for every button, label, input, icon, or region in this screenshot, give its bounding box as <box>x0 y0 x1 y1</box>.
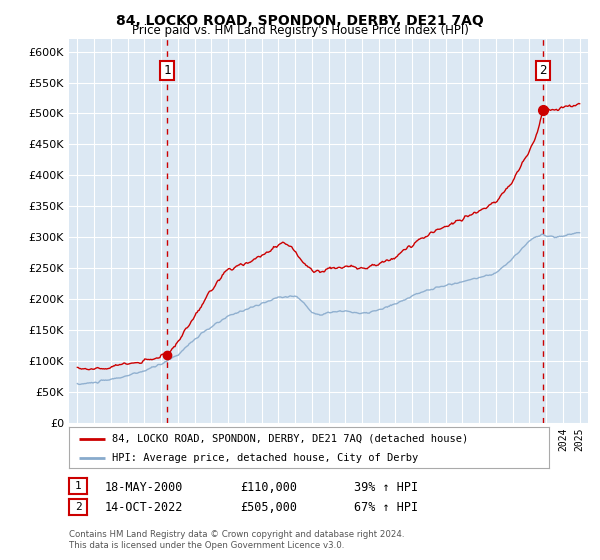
Text: 18-MAY-2000: 18-MAY-2000 <box>105 480 184 494</box>
Text: 1: 1 <box>74 481 82 491</box>
Text: This data is licensed under the Open Government Licence v3.0.: This data is licensed under the Open Gov… <box>69 541 344 550</box>
Text: Contains HM Land Registry data © Crown copyright and database right 2024.: Contains HM Land Registry data © Crown c… <box>69 530 404 539</box>
Text: 84, LOCKO ROAD, SPONDON, DERBY, DE21 7AQ: 84, LOCKO ROAD, SPONDON, DERBY, DE21 7AQ <box>116 14 484 28</box>
Text: 84, LOCKO ROAD, SPONDON, DERBY, DE21 7AQ (detached house): 84, LOCKO ROAD, SPONDON, DERBY, DE21 7AQ… <box>112 433 469 444</box>
Text: HPI: Average price, detached house, City of Derby: HPI: Average price, detached house, City… <box>112 452 418 463</box>
Text: 1: 1 <box>164 64 171 77</box>
Text: 2: 2 <box>74 502 82 512</box>
Text: 2: 2 <box>539 64 547 77</box>
Text: 67% ↑ HPI: 67% ↑ HPI <box>354 501 418 515</box>
Text: Price paid vs. HM Land Registry's House Price Index (HPI): Price paid vs. HM Land Registry's House … <box>131 24 469 37</box>
Text: £110,000: £110,000 <box>240 480 297 494</box>
Text: £505,000: £505,000 <box>240 501 297 515</box>
Text: 39% ↑ HPI: 39% ↑ HPI <box>354 480 418 494</box>
Text: 14-OCT-2022: 14-OCT-2022 <box>105 501 184 515</box>
